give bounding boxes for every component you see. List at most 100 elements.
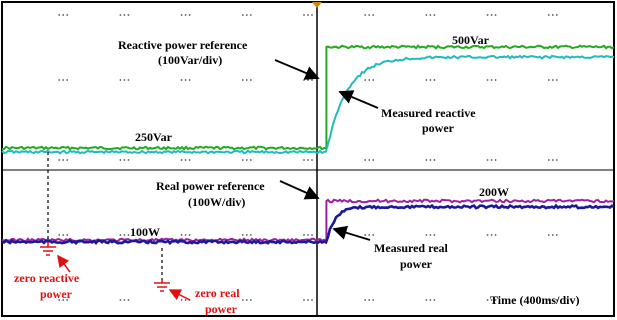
grid-dot <box>425 159 428 161</box>
grid-dot <box>58 299 61 301</box>
label-q-500: 500Var <box>452 33 490 47</box>
grid-dot <box>127 299 130 301</box>
grid-dot <box>245 159 248 161</box>
grid-dot <box>311 79 313 81</box>
grid-dot <box>123 14 126 16</box>
grid-dot <box>184 234 187 236</box>
grid-dot <box>551 14 554 16</box>
series-measured-real-power <box>1 203 615 246</box>
grid-dot <box>364 159 367 161</box>
grid-dot <box>241 299 244 301</box>
grid-dot <box>372 234 375 236</box>
grid-dot <box>490 159 493 161</box>
grid-dot <box>123 299 126 301</box>
grid-dot <box>307 299 309 301</box>
grid-dot <box>555 159 558 161</box>
grid-dot <box>364 234 367 236</box>
grid-dot <box>123 79 126 81</box>
grid-dot <box>249 14 252 16</box>
grid-dot <box>303 79 305 81</box>
grid-dot <box>486 299 489 301</box>
grid-dot <box>311 159 313 161</box>
grid-dot <box>429 79 432 81</box>
grid-dot <box>547 299 550 301</box>
grid-dot <box>241 234 244 236</box>
trigger-marker <box>312 2 322 8</box>
arrow-p-meas <box>332 225 371 241</box>
label-zero-p-1: zero real <box>195 286 240 300</box>
label-q-ref-scale: (100Var/div) <box>158 53 222 67</box>
grid-dot <box>184 14 187 16</box>
arrow-q-meas <box>338 90 379 109</box>
grid-dot <box>303 159 305 161</box>
grid-dot <box>249 159 252 161</box>
zero-reactive-ground-icon <box>40 242 56 256</box>
grid-dot <box>241 159 244 161</box>
grid-dot <box>368 14 371 16</box>
grid-dot <box>241 14 244 16</box>
series-reactive-power-reference <box>1 44 615 151</box>
grid-dot <box>425 234 428 236</box>
grid-dot <box>555 234 558 236</box>
grid-dot <box>127 234 130 236</box>
grid-dot <box>62 14 65 16</box>
grid-dot <box>119 234 122 236</box>
grid-dot <box>184 159 187 161</box>
label-q-meas-2: power <box>422 121 455 135</box>
grid-dot <box>433 79 436 81</box>
grid-dot <box>486 79 489 81</box>
grid-dot <box>551 234 554 236</box>
grid-dot <box>555 299 558 301</box>
arrow-zero-q <box>57 254 71 273</box>
grid-dot <box>425 79 428 81</box>
grid-dots <box>58 14 558 301</box>
grid-dot <box>184 299 187 301</box>
grid-dot <box>494 14 497 16</box>
grid-dot <box>547 79 550 81</box>
grid-dot <box>188 79 191 81</box>
grid-dot <box>372 79 375 81</box>
grid-dot <box>66 14 69 16</box>
label-time: Time (400ms/div) <box>490 293 579 307</box>
grid-dot <box>188 14 191 16</box>
grid-dot <box>245 79 248 81</box>
grid-dot <box>62 299 65 301</box>
grid-dot <box>119 159 122 161</box>
grid-dot <box>368 234 371 236</box>
label-p-meas-1: Measured real <box>374 241 449 255</box>
grid-dot <box>551 299 554 301</box>
label-zero-p-2: power <box>205 302 238 316</box>
grid-dot <box>180 14 183 16</box>
grid-dot <box>307 159 309 161</box>
grid-dot <box>180 299 183 301</box>
grid-dot <box>188 159 191 161</box>
grid-dot <box>241 79 244 81</box>
series-measured-reactive-power <box>1 54 615 155</box>
label-p-meas-2: power <box>400 257 433 271</box>
grid-dot <box>364 299 367 301</box>
grid-dot <box>127 14 130 16</box>
grid-dot <box>486 234 489 236</box>
grid-dot <box>180 79 183 81</box>
grid-dot <box>66 299 69 301</box>
grid-dot <box>180 234 183 236</box>
grid-dot <box>425 299 428 301</box>
grid-dot <box>555 79 558 81</box>
grid-dot <box>486 159 489 161</box>
grid-dot <box>372 159 375 161</box>
grid-dot <box>245 299 248 301</box>
grid-dot <box>307 14 309 16</box>
label-q-meas-1: Measured reactive <box>381 106 476 120</box>
grid-dot <box>494 159 497 161</box>
grid-dot <box>368 299 371 301</box>
grid-dot <box>62 79 65 81</box>
grid-dot <box>490 14 493 16</box>
label-p-ref: Real power reference <box>156 179 265 193</box>
grid-dot <box>311 234 313 236</box>
grid-dot <box>58 234 61 236</box>
grid-dot <box>429 14 432 16</box>
grid-dot <box>429 299 432 301</box>
grid-dot <box>490 299 493 301</box>
grid-dot <box>62 159 65 161</box>
